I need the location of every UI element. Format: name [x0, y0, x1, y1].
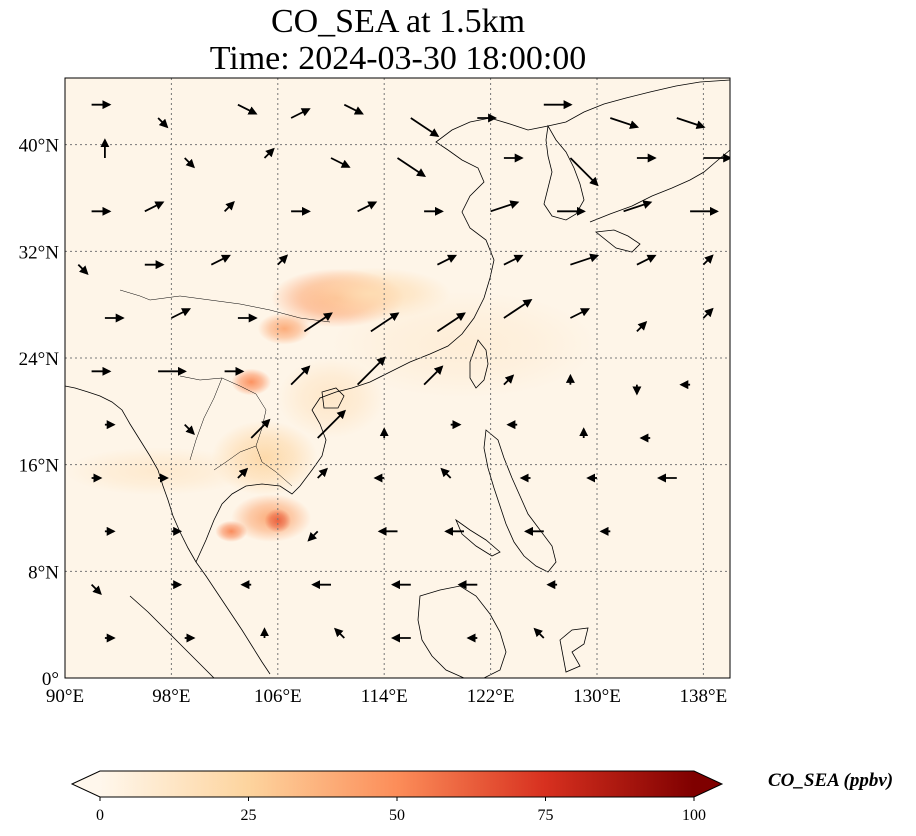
wind-arrow	[570, 253, 600, 266]
wind-arrow	[237, 467, 249, 479]
wind-arrow	[144, 201, 165, 213]
wind-arrow	[317, 467, 328, 479]
wind-arrow	[317, 409, 346, 439]
lon-tick-label: 106°E	[254, 686, 302, 707]
co-plume	[331, 291, 597, 398]
co-plume	[277, 358, 385, 438]
wind-arrow	[503, 254, 524, 266]
colorbar-ticks: 0 25 50 75 100	[96, 797, 706, 824]
lat-tick-label: 32°N	[19, 242, 60, 263]
lon-tick-label: 98°E	[152, 686, 190, 707]
colorbar-body	[100, 771, 694, 797]
colorbar-tick-label: 75	[538, 807, 554, 824]
wind-arrow	[357, 201, 378, 213]
colorbar: 0 25 50 75 100	[70, 770, 724, 824]
lon-tick-label: 138°E	[680, 686, 728, 707]
wind-arrow	[569, 157, 599, 187]
coastline-sumatra	[129, 595, 215, 678]
wind-arrow	[334, 627, 345, 639]
colorbar-tick-label: 100	[682, 807, 706, 824]
colorbar-tick-label: 50	[389, 807, 405, 824]
wind-arrow	[702, 254, 714, 266]
axis-ticks: 90°E 98°E 106°E 114°E 122°E 130°E 138°E 0° 8°N 16…	[19, 136, 728, 707]
coastline-asia	[65, 79, 730, 675]
wind-arrow	[307, 530, 319, 542]
wind-arrow	[170, 308, 192, 319]
wind-arrow	[90, 584, 102, 595]
wind-arrow	[356, 356, 386, 386]
wind-arrow	[636, 254, 657, 266]
wind-arrow	[436, 254, 458, 266]
wind-arrow	[702, 307, 714, 319]
coastline-taiwan	[469, 339, 489, 389]
wind-arrow	[263, 147, 275, 159]
colorbar-under-extension	[72, 771, 100, 797]
coastline-philippines	[455, 429, 557, 573]
wind-arrow	[184, 157, 195, 169]
wind-arrow	[397, 157, 426, 177]
wind-arrow	[157, 117, 169, 129]
lon-tick-label: 90°E	[46, 686, 84, 707]
wind-arrow	[490, 200, 520, 213]
co-plume	[215, 520, 248, 542]
wind-arrow	[343, 103, 364, 115]
wind-arrow	[610, 117, 640, 129]
wind-vectors	[77, 100, 730, 643]
lon-tick-label: 122°E	[467, 686, 515, 707]
wind-arrow	[290, 108, 311, 119]
wind-arrow	[303, 312, 333, 333]
colorbar-over-extension	[694, 771, 722, 797]
lat-tick-label: 0°	[42, 669, 59, 690]
wind-arrow	[184, 424, 195, 435]
colorbar-label: CO_SEA (ppbv)	[768, 770, 894, 791]
wind-arrow	[250, 418, 271, 439]
wind-arrow	[330, 157, 351, 168]
wind-arrow	[533, 627, 545, 639]
coastline-korea	[543, 124, 585, 221]
co-plume	[257, 312, 312, 345]
colorbar-tick-label: 0	[96, 807, 104, 824]
lat-tick-label: 8°N	[28, 562, 59, 583]
coastline-borneo	[417, 585, 507, 678]
lat-tick-label: 24°N	[19, 349, 60, 370]
wind-arrow	[223, 201, 235, 212]
map-title-line1: CO_SEA at 1.5km	[270, 3, 526, 40]
wind-arrow	[77, 264, 89, 275]
map-title-line2: Time: 2024-03-30 18:00:00	[209, 40, 587, 77]
coastlines	[65, 79, 730, 678]
wind-arrow	[440, 467, 452, 479]
wind-arrow	[503, 299, 533, 319]
wind-arrow	[636, 321, 648, 332]
wind-arrow	[423, 365, 444, 386]
wind-arrow	[277, 254, 289, 266]
wind-arrow	[210, 254, 231, 266]
lat-tick-label: 16°N	[19, 456, 60, 477]
wind-arrow	[290, 365, 311, 386]
border-mainland-se-asia	[119, 289, 331, 487]
coastline-japan	[589, 149, 730, 253]
coastline-hainan	[321, 387, 345, 409]
wind-arrow	[623, 200, 653, 213]
lon-tick-label: 130°E	[573, 686, 621, 707]
wind-arrow	[370, 312, 400, 333]
wind-arrow	[237, 103, 258, 115]
wind-arrow	[503, 374, 515, 386]
co-plume	[264, 508, 292, 533]
colorbar-tick-label: 25	[241, 807, 257, 824]
coastline-sulawesi	[559, 627, 589, 673]
wind-arrow	[569, 308, 591, 319]
map-frame	[64, 77, 731, 679]
lat-tick-label: 40°N	[19, 136, 60, 157]
lon-tick-label: 114°E	[361, 686, 408, 707]
wind-arrow	[410, 117, 440, 137]
wind-arrow	[436, 312, 466, 333]
wind-arrow	[676, 117, 706, 129]
